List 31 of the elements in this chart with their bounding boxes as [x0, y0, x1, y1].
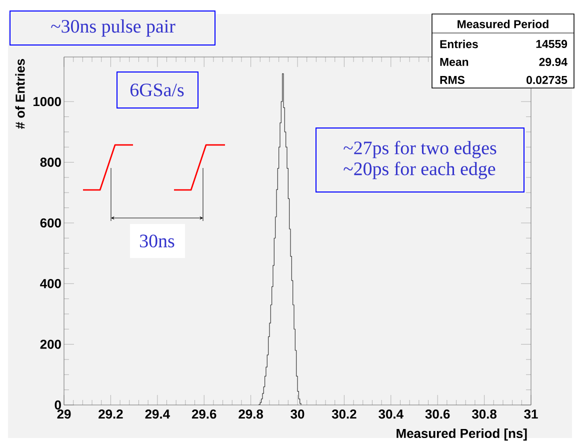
x-tick-label: 30.8	[472, 410, 497, 419]
x-tick-label: 29.2	[98, 410, 123, 419]
text: 29.94	[539, 58, 568, 66]
y-tick-label: 800	[40, 158, 61, 167]
annotation: 6GSa/s	[130, 84, 184, 96]
y-tick-label: 400	[40, 279, 61, 288]
x-tick-label: 29.4	[145, 410, 170, 419]
annotation: ~27ps for two edges	[344, 140, 496, 158]
annotation: 0.02735	[526, 76, 568, 84]
y-tick-label: 600	[40, 218, 61, 228]
y-axis-title: # of Entries	[15, 59, 25, 129]
x-tick-label: 30.4	[378, 410, 404, 419]
text: 14559	[536, 40, 568, 48]
y-tick-label: 200	[40, 340, 61, 349]
annotation: Mean	[440, 58, 468, 66]
x-tick-label: 29	[57, 410, 71, 419]
x-axis-title: Measured Period [ns]	[396, 428, 527, 441]
text: Entries	[440, 40, 478, 48]
annotation: 30ns	[140, 234, 174, 248]
x-tick-label: 30	[290, 410, 304, 419]
annotation: ~20ps for each edge	[344, 162, 496, 180]
text: ~30ns pulse pair	[51, 19, 176, 37]
x-tick-label: 29.8	[238, 410, 264, 419]
annotation: RMS	[440, 76, 465, 84]
y-tick-label: 1000	[33, 96, 61, 106]
x-tick-label: 30.2	[332, 410, 356, 419]
y-tick-label: 0	[54, 400, 61, 410]
x-tick-label: 31	[524, 410, 538, 419]
x-tick-label: 30.6	[425, 410, 450, 419]
text: Measured Period	[458, 20, 548, 28]
x-tick-label: 29.6	[192, 410, 216, 419]
